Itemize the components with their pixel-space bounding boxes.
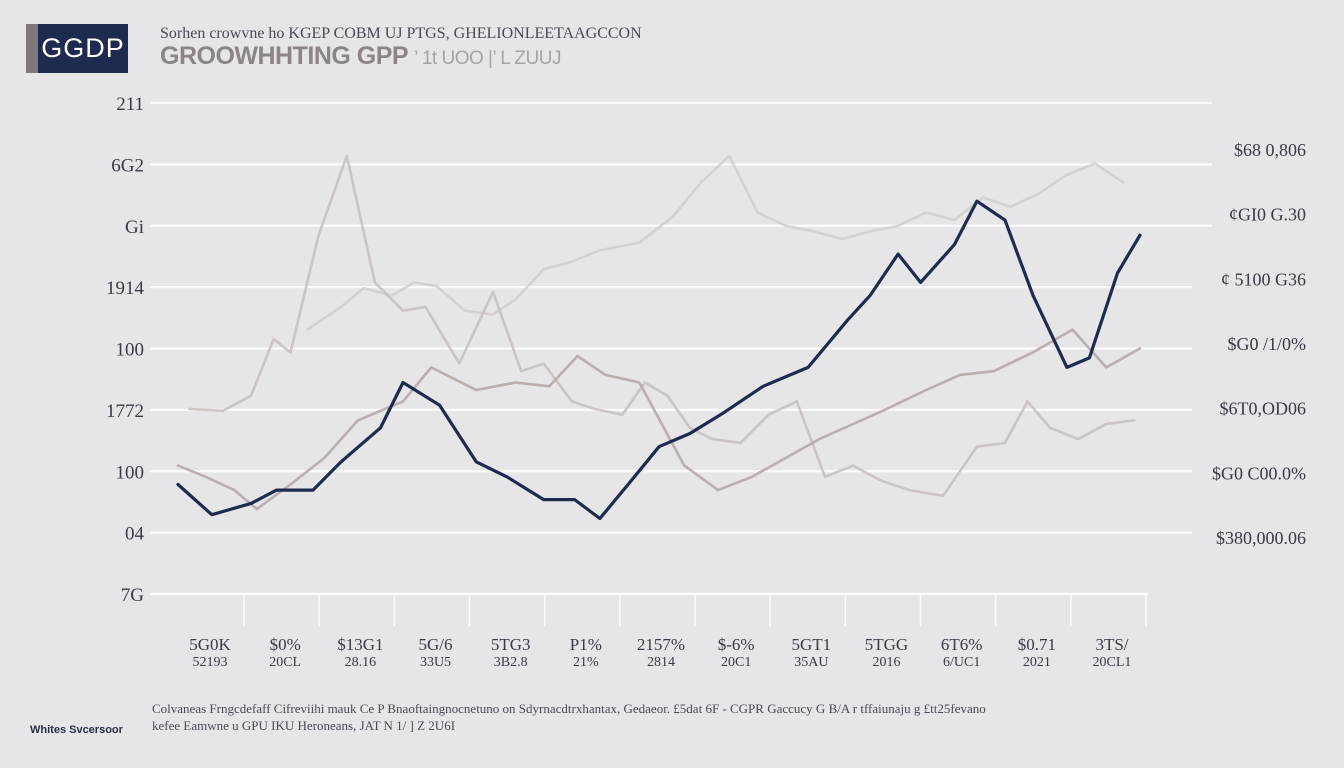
y-tick-label-left: 100 [116, 340, 145, 361]
x-tick-label-top: 5G/6 [419, 635, 453, 654]
y-tick-label-left: 100 [116, 462, 145, 483]
chart-title: GROOWHHTING GPP ’ 1t UOO |’ L ZUUJ [160, 42, 561, 71]
y-tick-label-right: $68 0,806 [1234, 140, 1306, 160]
x-tick-label-top: 5GT1 [791, 635, 831, 654]
x-tick-label-top: $0.71 [1018, 635, 1056, 654]
footer-note-line-1: Colvaneas Frngcdefaff Cifreviihi mauk Ce… [152, 701, 986, 716]
series-line-4 [306, 154, 1125, 331]
chart-subtitle: Sorhen crowvne ho KGEP COBM UJ PTGS, GHE… [160, 25, 642, 42]
x-tick-label-top: P1% [570, 635, 602, 654]
y-tick-label-left: 1914 [106, 278, 145, 299]
series-line-3 [188, 154, 1136, 498]
footer-note-line-2: kefee Eamwne u GPU IKU Heroneans, JAT N … [152, 718, 456, 733]
x-tick-label-bottom: 20CL [269, 655, 301, 670]
gdp-logo-badge: GGDP [26, 24, 128, 73]
footer-note: Colvaneas Frngcdefaff Cifreviihi mauk Ce… [152, 700, 1132, 734]
y-tick-label-left: 04 [125, 524, 145, 545]
x-tick-label-bottom: 2814 [647, 655, 675, 670]
x-tick-label-top: 2157% [637, 635, 685, 654]
y-tick-label-right: $G0 /1/0% [1228, 334, 1307, 354]
series-line-1 [176, 199, 1142, 521]
y-tick-label-left: 6G2 [111, 155, 144, 176]
x-tick-label-top: $0% [270, 635, 301, 654]
x-tick-label-top: 5TGG [865, 635, 908, 654]
y-tick-label-right: ¢ 5100 G36 [1221, 269, 1306, 289]
x-tick-label-top: 5TG3 [491, 635, 531, 654]
y-tick-label-right: $6T0,OD06 [1220, 399, 1307, 419]
y-tick-label-left: 211 [116, 94, 144, 115]
y-tick-label-right: ¢GI0 G.30 [1229, 205, 1306, 225]
x-tick-label-bottom: 33U5 [420, 655, 451, 670]
y-tick-label-right: $380,000.06 [1216, 528, 1306, 548]
y-tick-label-left: 1772 [106, 401, 144, 422]
x-tick-label-top: $13G1 [337, 635, 383, 654]
x-tick-label-top: 5G0K [189, 635, 231, 654]
x-tick-label-bottom: 21% [573, 655, 599, 670]
series-line-2 [176, 328, 1142, 511]
x-tick-label-bottom: 2016 [873, 655, 901, 670]
y-tick-label-right: $G0 C00.0% [1212, 463, 1306, 483]
x-tick-label-bottom: 28.16 [345, 655, 377, 670]
x-tick-label-top: $-6% [718, 635, 755, 654]
y-tick-label-left: 7G [121, 585, 145, 606]
x-tick-label-top: 6T6% [941, 635, 983, 654]
x-tick-label-bottom: 6/UC1 [943, 655, 980, 670]
chart-title-text: GROOWHHTING GPP [160, 42, 408, 70]
x-tick-label-bottom: 20C1 [721, 655, 751, 670]
footer-brand: Whites Svcersoor [30, 724, 123, 736]
x-tick-label-bottom: 20CL1 [1093, 655, 1132, 670]
y-tick-label-left: Gi [125, 217, 144, 238]
x-tick-label-bottom: 2021 [1023, 655, 1051, 670]
x-tick-label-bottom: 52193 [193, 655, 228, 670]
chart-title-faint: ’ 1t UOO |’ L ZUUJ [414, 48, 561, 69]
x-tick-label-bottom: 3B2.8 [494, 655, 528, 670]
x-tick-label-bottom: 35AU [794, 655, 828, 670]
x-tick-label-top: 3TS/ [1095, 635, 1128, 654]
